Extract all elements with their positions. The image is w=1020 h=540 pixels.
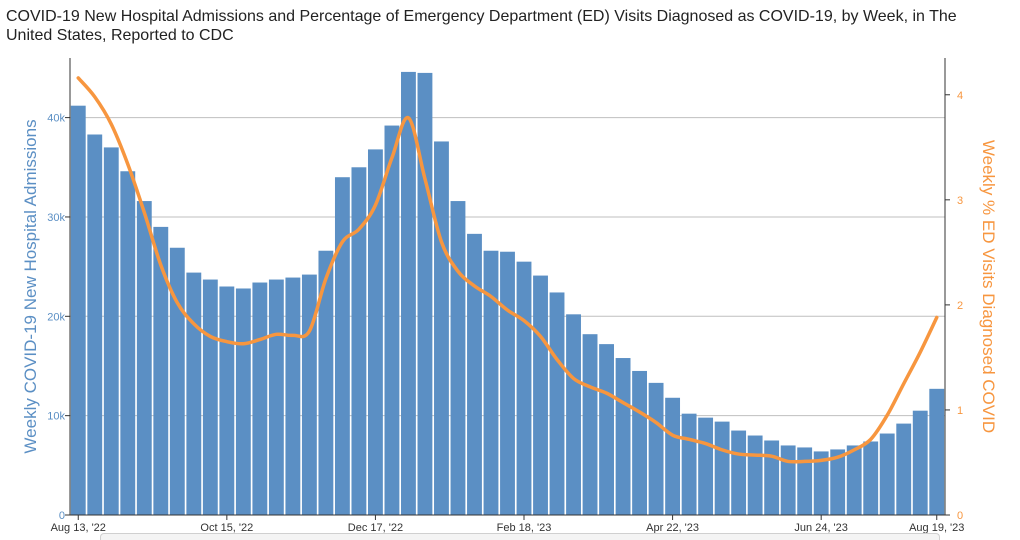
bar: [334, 177, 350, 515]
left-axis-title: Weekly COVID-19 New Hospital Admissions: [21, 119, 40, 453]
bar: [450, 201, 466, 516]
tick-labels: 0 10k 20k 30k 40k 0 1 2 3 4 Aug 13, '22 Oct 15, '22…: [47, 90, 964, 534]
right-tick-label: 3: [957, 195, 963, 207]
bar: [384, 125, 400, 515]
x-tick-label: Aug 13, '22: [51, 522, 106, 534]
x-tick-label: Aug 19, '23: [909, 522, 964, 534]
bar: [268, 279, 284, 515]
bar: [846, 445, 862, 515]
bar: [731, 430, 747, 515]
bar: [764, 440, 780, 515]
bar: [929, 388, 945, 515]
bar: [582, 334, 598, 515]
bar: [632, 370, 648, 515]
bar: [186, 272, 202, 515]
x-tick-label: Feb 18, '23: [497, 522, 552, 534]
bar: [648, 382, 664, 515]
bar: [434, 141, 449, 515]
bar: [169, 247, 185, 516]
bar: [797, 447, 813, 515]
bar: [714, 421, 730, 515]
bar: [351, 167, 367, 516]
bar: [136, 201, 152, 516]
left-tick-label: 0: [59, 510, 65, 522]
chart-title: COVID-19 New Hospital Admissions and Per…: [6, 8, 957, 44]
navigator-scrollbar[interactable]: [100, 533, 940, 540]
right-tick-label: 0: [957, 510, 963, 522]
bar: [516, 261, 532, 515]
bar-series: [70, 71, 945, 516]
bar: [483, 250, 499, 515]
bar: [252, 282, 268, 515]
ed-visits-line: [76, 76, 939, 464]
bar: [417, 72, 433, 516]
bar: [879, 433, 895, 515]
x-tick-label: Apr 22, '23: [646, 522, 699, 534]
bar: [70, 105, 86, 516]
bar: [549, 292, 565, 515]
left-tick-label: 40k: [47, 113, 65, 125]
bar: [120, 171, 136, 515]
bar: [301, 274, 317, 515]
bar: [698, 417, 714, 515]
left-tick-label: 20k: [47, 311, 65, 323]
bar: [87, 134, 103, 515]
bar: [830, 449, 846, 515]
bar: [912, 410, 928, 515]
bar: [863, 441, 879, 515]
line-series: [76, 76, 939, 464]
bar: [285, 277, 301, 515]
bar: [566, 314, 581, 515]
bar: [665, 397, 681, 515]
x-tick-label: Oct 15, '22: [200, 522, 253, 534]
x-tick-label: Dec 17, '22: [348, 522, 403, 534]
bar: [103, 147, 119, 516]
bar: [219, 286, 235, 515]
bar: [599, 344, 614, 515]
bar: [235, 288, 251, 515]
bar: [467, 233, 482, 516]
bar: [533, 275, 548, 515]
bar: [896, 423, 912, 515]
bar: [367, 149, 383, 515]
bar: [202, 279, 218, 515]
right-tick-label: 1: [957, 405, 963, 417]
right-axis-title: Weekly % ED Visits Diagnosed COVID: [979, 140, 998, 433]
bar: [500, 251, 515, 515]
left-tick-label: 10k: [47, 411, 65, 423]
bar: [153, 226, 169, 516]
bar: [615, 358, 631, 515]
bar: [318, 250, 334, 515]
bar: [681, 413, 697, 515]
bar: [780, 445, 796, 515]
x-tick-label: Jun 24, '23: [794, 522, 847, 534]
right-tick-label: 4: [957, 90, 963, 102]
bar: [401, 71, 416, 516]
bar: [747, 435, 763, 515]
right-tick-label: 2: [957, 300, 963, 312]
bar: [813, 451, 829, 515]
left-tick-label: 30k: [47, 212, 65, 224]
axes: [65, 58, 950, 520]
